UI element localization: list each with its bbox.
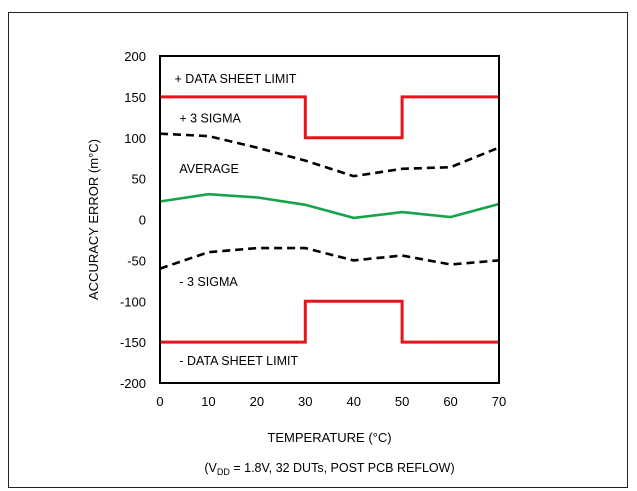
- x-tick-label: 30: [298, 394, 312, 409]
- y-tick-label: -100: [120, 294, 146, 309]
- y-axis-label: ACCURACY ERROR (m°C): [86, 139, 101, 300]
- series-line-data-sheet-limit: [160, 95, 499, 140]
- series-annotation: + 3 SIGMA: [179, 111, 241, 125]
- y-tick-label: 200: [124, 49, 146, 64]
- y-tick-label: 0: [139, 213, 146, 228]
- series-line-data-sheet-limit: [160, 299, 499, 344]
- series-layer: [159, 95, 500, 344]
- ticks-layer: 200 150 100 50 0 -50 -100 -150 -200 0 10 20 30 40 50 60…: [120, 49, 506, 409]
- y-tick-label: 100: [124, 131, 146, 146]
- x-tick-label: 40: [346, 394, 360, 409]
- y-tick-label: -150: [120, 335, 146, 350]
- y-tick-label: -50: [127, 253, 146, 268]
- series-annotation: - DATA SHEET LIMIT: [179, 354, 298, 368]
- y-tick-label: -200: [120, 376, 146, 391]
- note-prefix: (V: [204, 461, 217, 475]
- y-tick-label: 150: [124, 90, 146, 105]
- x-tick-label: 70: [492, 394, 506, 409]
- series-annotation: - 3 SIGMA: [179, 275, 238, 289]
- series-line-average: [159, 192, 500, 220]
- annotations-layer: + DATA SHEET LIMIT + 3 SIGMA AVERAGE - 3 SI…: [175, 72, 299, 368]
- x-axis-label: TEMPERATURE (°C): [267, 430, 391, 445]
- chart-note: (VDD = 1.8V, 32 DUTs, POST PCB REFLOW): [204, 461, 454, 477]
- note-subscript: DD: [217, 467, 230, 477]
- series-annotation: + DATA SHEET LIMIT: [175, 72, 297, 86]
- series-annotation: AVERAGE: [179, 162, 239, 176]
- series-line-3-sigma: [159, 132, 500, 178]
- x-tick-label: 50: [395, 394, 409, 409]
- x-tick-label: 10: [201, 394, 215, 409]
- x-tick-label: 0: [156, 394, 163, 409]
- series-line-3-sigma: [159, 246, 500, 270]
- y-tick-label: 50: [132, 172, 146, 187]
- x-tick-label: 60: [443, 394, 457, 409]
- x-tick-label: 20: [250, 394, 264, 409]
- note-suffix: = 1.8V, 32 DUTs, POST PCB REFLOW): [230, 461, 455, 475]
- plot-area-border: [159, 55, 500, 384]
